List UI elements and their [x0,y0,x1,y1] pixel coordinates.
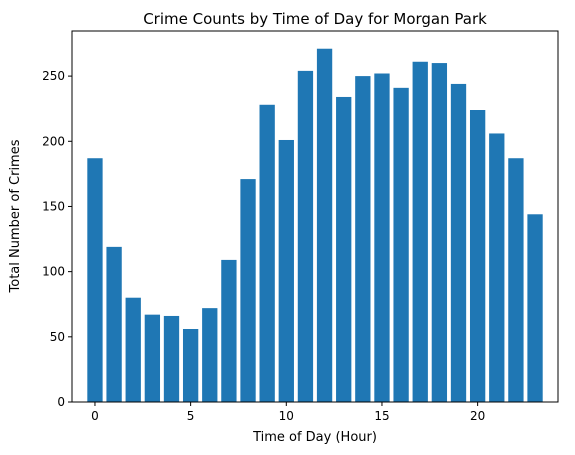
plot-frame [71,30,559,403]
chart-title: Crime Counts by Time of Day for Morgan P… [143,10,487,28]
bar-hour-21 [489,133,505,402]
bar-hour-19 [450,83,467,403]
y-axis-label: Total Number of Crimes [8,139,23,293]
bar-hour-11 [297,70,314,402]
bar-hour-22 [508,158,524,402]
bar-hour-16 [393,87,409,402]
x-tick-label: 10 [279,409,294,423]
y-tick-label: 50 [50,330,65,344]
y-tick-label: 0 [57,395,65,409]
y-tick-label: 200 [42,134,65,148]
bar-hour-3 [144,314,161,402]
bar-hour-6 [202,308,218,402]
y-tick-label: 150 [42,199,65,213]
bar-hour-17 [412,61,428,402]
y-ticks-group: 0 50 100 150 200 250 [42,69,72,409]
bar-hour-15 [374,73,390,402]
x-tick-label: 15 [374,409,389,423]
bar-hour-7 [221,259,237,402]
bar-hour-10 [278,139,294,403]
bar-hour-14 [355,76,371,402]
bar-hour-1 [106,246,122,402]
bar-hour-18 [431,63,448,402]
y-tick-label: 250 [42,69,65,83]
bar-hour-2 [125,297,141,402]
x-tick-label: 5 [187,409,195,423]
bar-hour-13 [336,96,352,403]
x-tick-label: 20 [470,409,485,423]
y-tick-label: 100 [42,265,65,279]
bar-hour-9 [259,104,275,402]
x-ticks-group: 0 5 10 15 20 [91,402,485,423]
x-tick-label: 0 [91,409,99,423]
bar-hour-8 [240,179,256,402]
bar-hour-5 [182,329,199,402]
x-axis-label: Time of Day (Hour) [252,430,377,445]
bar-hour-12 [316,48,333,402]
bars-group [87,48,543,403]
bar-hour-0 [87,158,103,402]
bar-hour-20 [469,110,486,402]
bar-hour-23 [527,214,543,402]
bar-hour-4 [163,315,180,402]
